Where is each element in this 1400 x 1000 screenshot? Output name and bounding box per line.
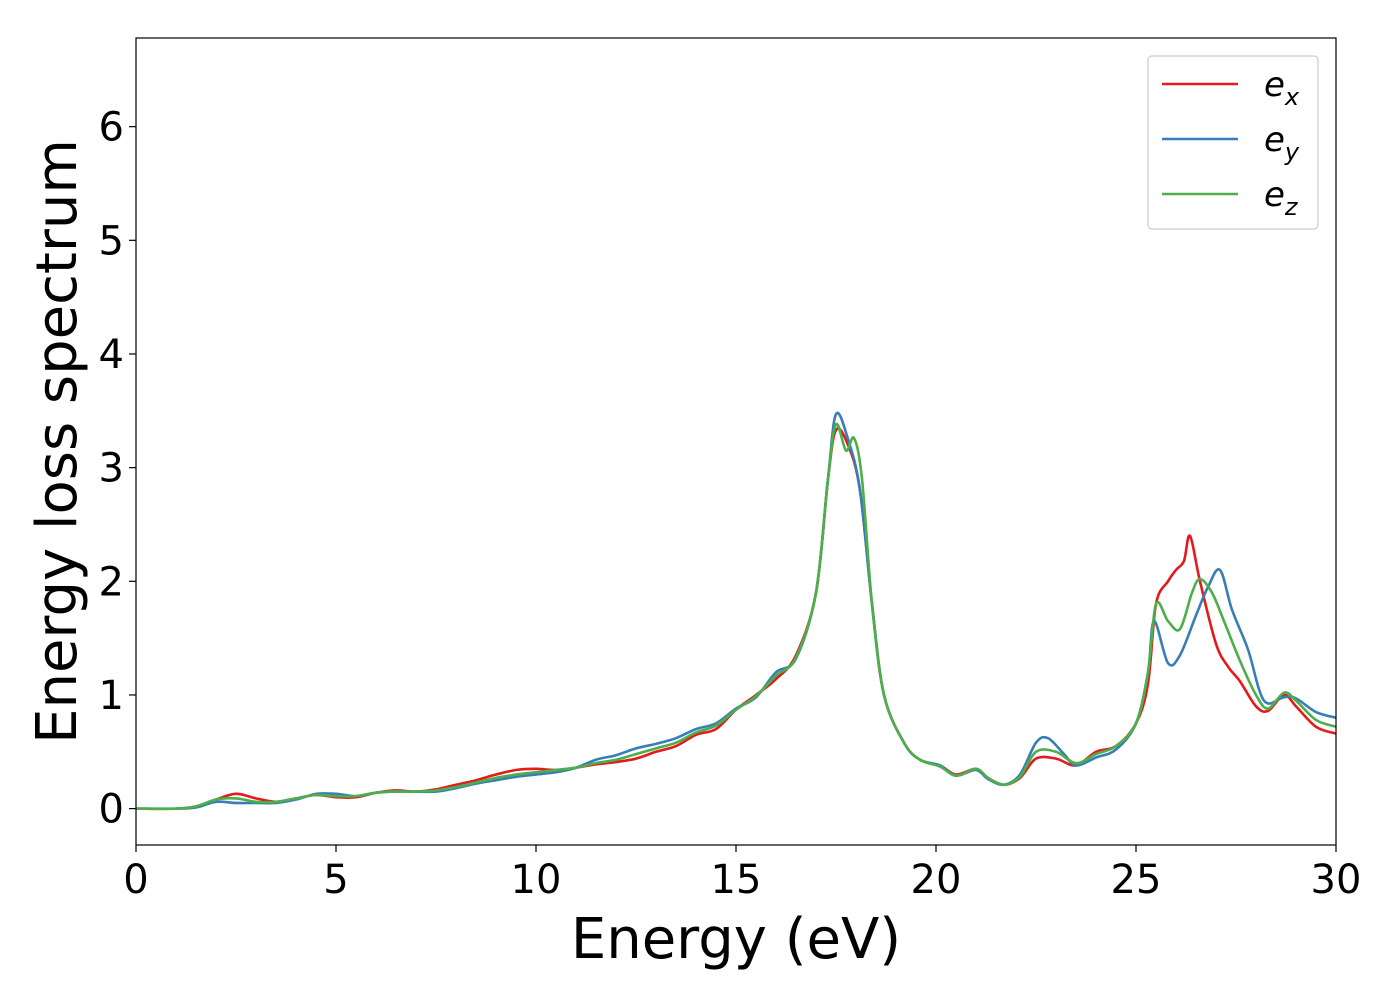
series-layer [136,411,1336,811]
y-tick-label: 1 [99,673,124,719]
y-tick-label: 0 [99,787,124,833]
y-axis-title: Energy loss spectrum [25,139,90,744]
legend-box [1147,55,1319,230]
y-tick-label: 3 [99,446,124,492]
x-tick-label: 20 [911,857,962,903]
legend-label: ey [1264,120,1300,166]
legend: ex ey ez [1147,55,1319,230]
legend-label: ez [1264,175,1299,221]
x-tick-label: 15 [711,857,762,903]
x-tick-label: 0 [123,857,148,903]
x-axis: 0 5 10 15 20 25 30 [123,845,1361,903]
x-axis-title: Energy (eV) [571,907,901,972]
legend-label: ex [1264,65,1300,111]
y-axis: 0 1 2 3 4 5 6 [99,105,136,833]
y-tick-label: 2 [99,559,124,605]
x-tick-label: 30 [1311,857,1362,903]
y-tick-label: 5 [99,218,124,264]
series-line-ez [136,422,1336,811]
x-tick-label: 10 [511,857,562,903]
x-tick-label: 25 [1111,857,1162,903]
y-tick-label: 6 [99,105,124,151]
x-tick-label: 5 [323,857,348,903]
y-tick-label: 4 [99,332,124,378]
